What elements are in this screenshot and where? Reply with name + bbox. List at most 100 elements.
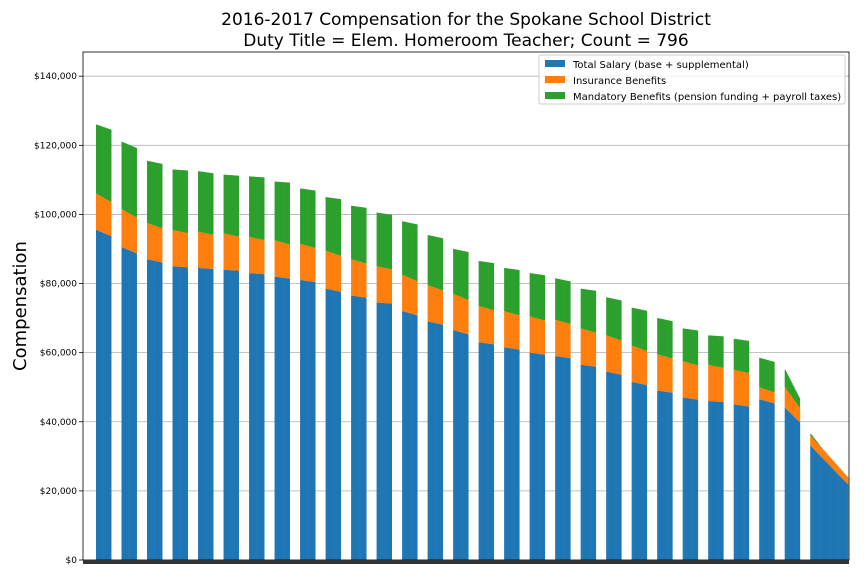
- y-tick-label: $100,000: [34, 210, 77, 220]
- bar-segment-insurance: [818, 445, 820, 455]
- bar-segment-insurance: [608, 336, 610, 373]
- bar-segment-salary: [696, 399, 699, 560]
- bar-segment-insurance: [453, 293, 455, 331]
- bar-segment-salary: [792, 415, 794, 560]
- bar-segment-salary: [283, 277, 285, 560]
- bar-segment-insurance: [829, 456, 831, 466]
- bar-segment-mandatory: [252, 176, 255, 238]
- bar-segment-mandatory: [617, 299, 619, 340]
- bar-segment-mandatory: [463, 251, 465, 299]
- bar-segment-salary: [564, 357, 566, 560]
- bar-segment-mandatory: [385, 213, 387, 269]
- bar-segment-salary: [478, 342, 480, 560]
- bar-segment-salary: [463, 333, 465, 560]
- bar-segment-salary: [147, 259, 149, 560]
- bar-segment-salary: [198, 268, 201, 560]
- bar-segment-insurance: [606, 335, 608, 372]
- bar-segment-mandatory: [817, 443, 820, 445]
- bar-segment-salary: [556, 356, 558, 560]
- bar-segment-mandatory: [794, 388, 796, 401]
- bar-segment-mandatory: [160, 163, 162, 228]
- bar-segment-salary: [822, 458, 824, 560]
- bar-segment-insurance: [237, 236, 239, 271]
- bar-segment-mandatory: [253, 176, 256, 238]
- bar-segment-insurance: [839, 468, 841, 477]
- bar-segment-insurance: [358, 261, 360, 297]
- bar-segment-mandatory: [255, 176, 257, 239]
- bar-segment-insurance: [772, 391, 774, 404]
- bar-segment-salary: [441, 324, 444, 560]
- bar-segment-mandatory: [582, 288, 584, 329]
- bar-segment-insurance: [121, 209, 123, 248]
- bar-segment-salary: [276, 276, 278, 560]
- bar-segment-insurance: [300, 243, 302, 281]
- bar-segment-insurance: [559, 321, 562, 357]
- bar-segment-insurance: [631, 345, 633, 383]
- bar-segment-insurance: [440, 289, 443, 325]
- bar-segment-insurance: [745, 372, 747, 407]
- bar-segment-mandatory: [542, 275, 545, 321]
- bar-segment-mandatory: [540, 274, 542, 320]
- bar-segment-mandatory: [174, 169, 176, 231]
- bar-segment-salary: [250, 273, 253, 560]
- bar-segment-insurance: [838, 467, 840, 476]
- bar-segment-salary: [720, 401, 722, 560]
- bar-segment-insurance: [830, 458, 833, 468]
- bar-segment-salary: [491, 344, 494, 560]
- bar-segment-salary: [608, 372, 610, 560]
- bar-segment-insurance: [538, 318, 540, 354]
- bar-segment-mandatory: [535, 273, 537, 318]
- bar-segment-salary: [819, 455, 821, 560]
- bar-segment-insurance: [100, 196, 103, 232]
- bar-segment-insurance: [831, 460, 834, 469]
- bar-segment-mandatory: [558, 279, 561, 321]
- bar-segment-insurance: [773, 392, 775, 404]
- bar-segment-insurance: [176, 230, 178, 267]
- bar-segment-insurance: [103, 197, 105, 234]
- bar-segment-insurance: [511, 313, 513, 349]
- bar-segment-insurance: [836, 465, 838, 474]
- bar-segment-insurance: [508, 312, 511, 349]
- bar-segment-mandatory: [201, 171, 204, 233]
- bar-segment-insurance: [409, 278, 411, 314]
- bar-segment-mandatory: [710, 335, 712, 366]
- bar-segment-mandatory: [541, 274, 544, 320]
- bar-segment-insurance: [209, 234, 211, 269]
- y-tick-label: $60,000: [40, 349, 77, 359]
- bar-segment-mandatory: [402, 221, 404, 275]
- bar-segment-mandatory: [310, 189, 312, 247]
- bar-segment-salary: [591, 366, 593, 560]
- bar-segment-insurance: [715, 366, 718, 402]
- bar-segment-salary: [358, 296, 360, 560]
- bar-segment-mandatory: [585, 289, 587, 330]
- bar-segment-salary: [127, 249, 129, 560]
- bar-segment-insurance: [830, 457, 832, 467]
- bar-segment-insurance: [123, 210, 125, 249]
- bar-segment-insurance: [618, 339, 620, 375]
- bar-segment-mandatory: [302, 188, 305, 245]
- bar-segment-mandatory: [358, 206, 360, 262]
- bar-segment-insurance: [688, 362, 690, 399]
- bar-segment-insurance: [249, 236, 251, 274]
- bar-segment-salary: [121, 247, 123, 560]
- bar-segment-mandatory: [743, 340, 745, 372]
- bar-segment-mandatory: [555, 278, 557, 320]
- bar-segment-salary: [517, 349, 519, 560]
- bar-segment-mandatory: [361, 207, 363, 263]
- bar-segment-insurance: [785, 388, 787, 409]
- bar-segment-salary: [736, 404, 738, 560]
- bar-segment-insurance: [232, 235, 234, 271]
- bar-segment-salary: [106, 234, 108, 561]
- bar-segment-mandatory: [556, 278, 558, 321]
- bar-segment-insurance: [558, 320, 561, 357]
- bar-segment-insurance: [695, 365, 698, 400]
- bar-segment-insurance: [438, 289, 441, 324]
- bar-segment-salary: [770, 402, 772, 560]
- bar-segment-insurance: [811, 436, 813, 447]
- bar-segment-mandatory: [740, 339, 742, 372]
- bar-segment-mandatory: [787, 375, 789, 392]
- bar-segment-insurance: [174, 230, 176, 267]
- bar-segment-mandatory: [259, 177, 261, 240]
- bar-segment-salary: [760, 399, 762, 560]
